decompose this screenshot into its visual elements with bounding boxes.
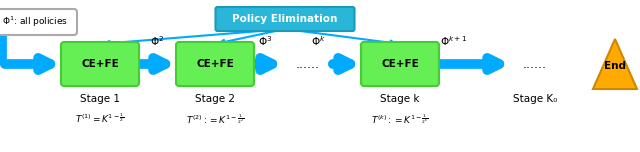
Text: Stage k: Stage k [380,94,420,104]
Text: $\Phi^3$: $\Phi^3$ [258,34,272,48]
Text: $T^{(k)} := K^{1-\frac{1}{2^k}}$: $T^{(k)} := K^{1-\frac{1}{2^k}}$ [371,112,429,126]
FancyBboxPatch shape [361,42,439,86]
Text: $\Phi^k$: $\Phi^k$ [310,34,325,48]
Text: Stage K₀: Stage K₀ [513,94,557,104]
Text: $\Phi^{k+1}$: $\Phi^{k+1}$ [440,34,468,48]
FancyBboxPatch shape [0,9,77,35]
FancyBboxPatch shape [176,42,254,86]
Text: Stage 1: Stage 1 [80,94,120,104]
Text: ......: ...... [523,57,547,71]
Text: Stage 2: Stage 2 [195,94,235,104]
FancyBboxPatch shape [61,42,139,86]
Text: $T^{(2)} := K^{1-\frac{1}{2^2}}$: $T^{(2)} := K^{1-\frac{1}{2^2}}$ [186,112,244,126]
Text: CE+FE: CE+FE [81,59,119,69]
FancyBboxPatch shape [216,7,355,31]
Text: CE+FE: CE+FE [196,59,234,69]
Text: CE+FE: CE+FE [381,59,419,69]
Text: Policy Elimination: Policy Elimination [232,14,338,24]
Text: $T^{(1)} = K^{1-\frac{1}{2}}$: $T^{(1)} = K^{1-\frac{1}{2}}$ [76,112,125,125]
Text: $\Phi^1$: all policies: $\Phi^1$: all policies [2,15,68,29]
Text: ......: ...... [296,57,320,71]
Polygon shape [593,39,637,89]
Text: $\Phi^2$: $\Phi^2$ [150,34,164,48]
Text: End: End [604,61,626,71]
